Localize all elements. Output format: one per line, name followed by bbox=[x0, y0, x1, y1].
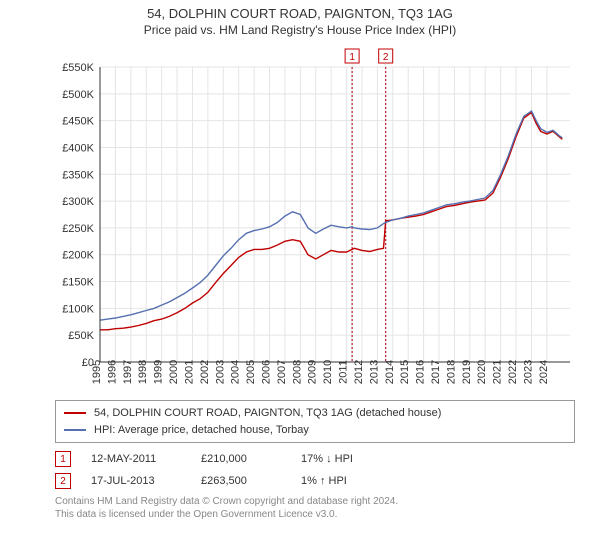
legend-label: 54, DOLPHIN COURT ROAD, PAIGNTON, TQ3 1A… bbox=[94, 405, 441, 422]
svg-text:£50K: £50K bbox=[68, 330, 94, 342]
transaction-date: 12-MAY-2011 bbox=[91, 453, 181, 465]
legend-row: HPI: Average price, detached house, Torb… bbox=[64, 422, 566, 439]
svg-text:2001: 2001 bbox=[183, 360, 195, 384]
svg-text:1997: 1997 bbox=[122, 360, 134, 384]
transactions-list: 1 12-MAY-2011 £210,000 17% ↓ HPI 2 17-JUL-201… bbox=[55, 451, 575, 489]
legend-swatch bbox=[64, 412, 86, 414]
svg-text:£200K: £200K bbox=[62, 250, 94, 262]
svg-text:2002: 2002 bbox=[199, 360, 211, 384]
footer-attribution: Contains HM Land Registry data © Crown c… bbox=[55, 495, 575, 521]
svg-text:2000: 2000 bbox=[168, 360, 180, 384]
svg-text:2023: 2023 bbox=[522, 360, 534, 384]
chart-svg: £0£50K£100K£150K£200K£250K£300K£350K£400… bbox=[55, 45, 575, 390]
transaction-delta: 17% ↓ HPI bbox=[301, 453, 381, 465]
svg-text:2006: 2006 bbox=[261, 360, 273, 384]
svg-text:2011: 2011 bbox=[338, 360, 350, 384]
svg-text:2020: 2020 bbox=[476, 360, 488, 384]
transaction-price: £263,500 bbox=[201, 475, 281, 487]
series-legend: 54, DOLPHIN COURT ROAD, PAIGNTON, TQ3 1A… bbox=[55, 400, 575, 443]
transaction-marker: 2 bbox=[55, 473, 71, 489]
svg-text:£350K: £350K bbox=[62, 169, 94, 181]
legend-panel: 54, DOLPHIN COURT ROAD, PAIGNTON, TQ3 1A… bbox=[55, 400, 575, 521]
svg-text:2010: 2010 bbox=[322, 360, 334, 384]
page-title: 54, DOLPHIN COURT ROAD, PAIGNTON, TQ3 1A… bbox=[0, 0, 600, 21]
transaction-marker: 1 bbox=[55, 451, 71, 467]
svg-text:£550K: £550K bbox=[62, 62, 94, 74]
svg-text:2016: 2016 bbox=[415, 360, 427, 384]
svg-text:2015: 2015 bbox=[399, 360, 411, 384]
page-subtitle: Price paid vs. HM Land Registry's House … bbox=[0, 21, 600, 37]
svg-text:2005: 2005 bbox=[245, 360, 257, 384]
svg-text:2003: 2003 bbox=[214, 360, 226, 384]
svg-text:£400K: £400K bbox=[62, 142, 94, 154]
svg-text:2013: 2013 bbox=[368, 360, 380, 384]
transaction-price: £210,000 bbox=[201, 453, 281, 465]
svg-text:2018: 2018 bbox=[445, 360, 457, 384]
legend-swatch bbox=[64, 429, 86, 431]
svg-text:1: 1 bbox=[349, 52, 355, 63]
svg-text:2007: 2007 bbox=[276, 360, 288, 384]
svg-text:2012: 2012 bbox=[353, 360, 365, 384]
svg-text:£300K: £300K bbox=[62, 196, 94, 208]
footer-line-2: This data is licensed under the Open Gov… bbox=[55, 508, 575, 521]
legend-label: HPI: Average price, detached house, Torb… bbox=[94, 422, 309, 439]
svg-text:1995: 1995 bbox=[91, 360, 103, 384]
svg-text:2022: 2022 bbox=[507, 360, 519, 384]
svg-text:1996: 1996 bbox=[106, 360, 118, 384]
footer-line-1: Contains HM Land Registry data © Crown c… bbox=[55, 495, 575, 508]
transaction-date: 17-JUL-2013 bbox=[91, 475, 181, 487]
price-chart: £0£50K£100K£150K£200K£250K£300K£350K£400… bbox=[55, 45, 575, 390]
svg-text:2024: 2024 bbox=[538, 360, 550, 384]
svg-text:£100K: £100K bbox=[62, 303, 94, 315]
svg-text:1998: 1998 bbox=[137, 360, 149, 384]
svg-text:2014: 2014 bbox=[384, 360, 396, 384]
svg-text:2008: 2008 bbox=[291, 360, 303, 384]
svg-text:£500K: £500K bbox=[62, 89, 94, 101]
legend-row: 54, DOLPHIN COURT ROAD, PAIGNTON, TQ3 1A… bbox=[64, 405, 566, 422]
transaction-delta: 1% ↑ HPI bbox=[301, 475, 381, 487]
svg-text:2019: 2019 bbox=[461, 360, 473, 384]
svg-text:2017: 2017 bbox=[430, 360, 442, 384]
svg-text:2021: 2021 bbox=[492, 360, 504, 384]
svg-text:£450K: £450K bbox=[62, 116, 94, 128]
svg-text:£250K: £250K bbox=[62, 223, 94, 235]
svg-text:2004: 2004 bbox=[230, 360, 242, 384]
svg-text:£150K: £150K bbox=[62, 277, 94, 289]
transaction-row: 2 17-JUL-2013 £263,500 1% ↑ HPI bbox=[55, 473, 575, 489]
transaction-row: 1 12-MAY-2011 £210,000 17% ↓ HPI bbox=[55, 451, 575, 467]
svg-text:1999: 1999 bbox=[153, 360, 165, 384]
svg-text:2: 2 bbox=[383, 52, 389, 63]
svg-text:2009: 2009 bbox=[307, 360, 319, 384]
